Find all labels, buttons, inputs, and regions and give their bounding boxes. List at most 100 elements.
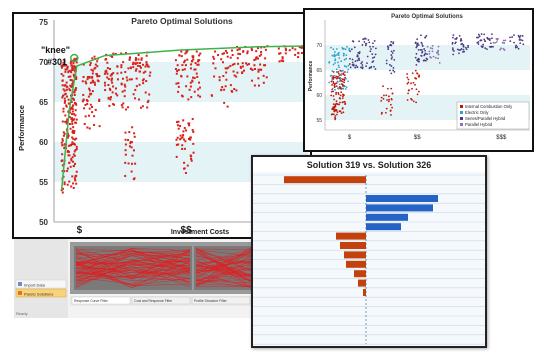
chart2-point-series-0: [335, 93, 337, 96]
chart1-point: [71, 110, 74, 113]
chart1-point: [69, 75, 72, 78]
chart2-point-series-2: [352, 64, 355, 67]
chart1-point: [281, 57, 284, 60]
chart2-point-series-2: [452, 34, 455, 37]
chart1-point: [136, 61, 139, 64]
chart2-point-series-2: [477, 33, 480, 36]
chart1-point: [72, 68, 75, 71]
chart1-point: [65, 120, 68, 123]
chart2-point-series-3: [431, 50, 434, 53]
nav-item-pareto[interactable]: Pareto Solutions: [15, 288, 67, 298]
chart2-point-series-2: [349, 66, 352, 69]
window-tab-2[interactable]: Cost and Response Filter: [131, 296, 191, 305]
chart2-point-series-0: [330, 90, 333, 93]
chart1-point: [138, 83, 141, 86]
chart2-point-series-3: [499, 48, 502, 51]
chart2-point-series-1: [335, 68, 338, 71]
chart1-point: [65, 88, 68, 91]
chart3-bar: [366, 195, 438, 202]
chart1-point: [88, 87, 91, 90]
chart1-point: [190, 158, 193, 161]
nav-item-import[interactable]: Import Data: [15, 279, 67, 289]
chart1-point: [68, 161, 71, 164]
chart1-point: [125, 108, 128, 111]
chart1-point: [233, 88, 236, 91]
chart1-point: [73, 101, 76, 104]
chart2-point-series-2: [451, 36, 454, 39]
chart1-point: [284, 49, 287, 52]
chart2-point-series-0: [406, 82, 409, 85]
pc-line: [75, 250, 191, 261]
chart1-point: [68, 180, 71, 183]
chart1-point: [297, 56, 300, 59]
chart2-point-series-0: [330, 94, 333, 97]
chart1-point: [121, 77, 124, 80]
chart2-point-series-1: [345, 57, 348, 60]
chart1-point: [65, 68, 68, 71]
chart1-point: [93, 81, 96, 84]
chart2-point-series-0: [417, 90, 420, 93]
chart1-point: [282, 60, 285, 63]
chart1-point: [241, 65, 244, 68]
chart1-y-tick: 50: [39, 218, 48, 227]
chart2-point-series-2: [459, 39, 462, 42]
chart1-point: [96, 65, 99, 68]
chart1-point: [75, 182, 78, 185]
chart2-point-series-2: [488, 37, 491, 40]
chart1-point: [73, 89, 76, 92]
chart2-point-series-1: [329, 75, 332, 77]
chart2-point-series-1: [330, 46, 332, 49]
pc-line: [75, 260, 191, 286]
chart1-point: [129, 142, 132, 145]
chart1-point: [186, 58, 189, 61]
chart2-point-series-0: [333, 83, 336, 86]
chart2-legend-label: Series/Parallel Hybrid: [465, 116, 506, 121]
chart1-point: [213, 57, 216, 60]
chart2-point-series-1: [336, 71, 339, 74]
window-tab-3[interactable]: Profile Structure Filter: [191, 296, 251, 305]
chart2-point-series-1: [328, 61, 331, 63]
chart2-point-series-2: [454, 41, 457, 44]
chart2-point-series-2: [369, 50, 372, 53]
chart1-point: [68, 88, 71, 91]
chart2-point-series-2: [516, 46, 519, 48]
window-tab-1[interactable]: Response Curve Filter: [71, 296, 131, 305]
import-icon: [18, 282, 22, 286]
nav-label-import: Import Data: [24, 283, 46, 288]
chart2-point-series-0: [383, 94, 385, 97]
chart1-point: [183, 68, 186, 71]
chart1-point: [67, 102, 70, 105]
chart2-point-series-0: [414, 69, 417, 72]
chart2-legend-swatch: [460, 105, 463, 108]
chart1-point: [110, 79, 113, 82]
chart2-point-series-0: [410, 97, 412, 100]
chart1-point: [278, 60, 281, 63]
chart2-point-series-3: [437, 45, 440, 48]
chart1-point: [264, 57, 267, 60]
chart1-point: [184, 64, 187, 67]
chart2-point-series-2: [484, 47, 487, 50]
chart1-point: [61, 169, 64, 172]
chart2-point-series-2: [421, 49, 423, 51]
chart1-point: [86, 126, 89, 129]
chart1-point: [221, 52, 224, 55]
chart1-point: [145, 80, 148, 83]
chart1-point: [125, 52, 128, 55]
chart2-point-series-1: [344, 77, 347, 80]
chart2-point-series-2: [389, 44, 391, 47]
chart1-point: [189, 138, 192, 141]
chart1-point: [195, 50, 198, 53]
chart2-point-series-0: [334, 117, 337, 119]
chart2-point-series-2: [481, 46, 484, 49]
chart1-point: [198, 54, 201, 57]
chart2-point-series-1: [333, 55, 336, 58]
chart1-point: [225, 71, 228, 74]
chart1-point: [242, 50, 245, 53]
chart2-point-series-2: [361, 44, 364, 46]
chart1-point: [184, 171, 187, 174]
chart1-point: [147, 99, 150, 102]
chart1-point: [124, 153, 127, 156]
chart1-point: [109, 67, 112, 70]
chart2-point-series-0: [336, 103, 339, 106]
chart1-point: [218, 76, 221, 79]
